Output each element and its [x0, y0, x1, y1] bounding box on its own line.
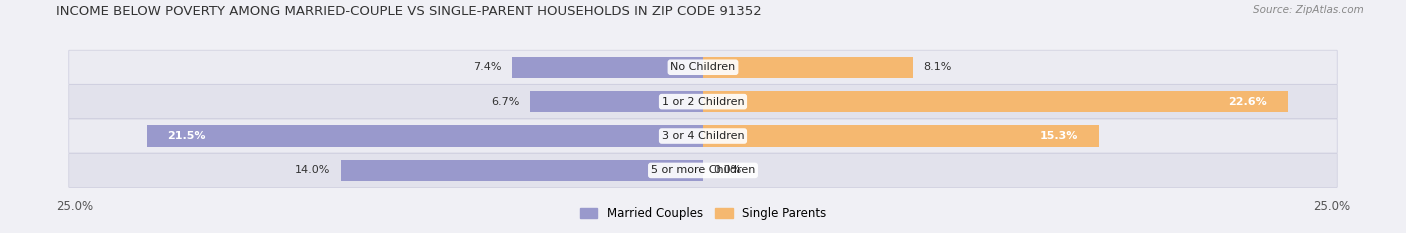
Bar: [340, 160, 703, 181]
Bar: [703, 91, 1288, 112]
FancyBboxPatch shape: [69, 85, 1337, 119]
Text: 15.3%: 15.3%: [1040, 131, 1078, 141]
Bar: [703, 57, 912, 78]
Text: 8.1%: 8.1%: [922, 62, 952, 72]
Text: No Children: No Children: [671, 62, 735, 72]
FancyBboxPatch shape: [69, 119, 1337, 153]
Text: Source: ZipAtlas.com: Source: ZipAtlas.com: [1253, 5, 1364, 15]
FancyBboxPatch shape: [69, 50, 1337, 84]
Text: 14.0%: 14.0%: [295, 165, 330, 175]
Bar: [530, 91, 703, 112]
Text: 0.0%: 0.0%: [713, 165, 741, 175]
Text: 6.7%: 6.7%: [491, 97, 519, 107]
Text: 3 or 4 Children: 3 or 4 Children: [662, 131, 744, 141]
Legend: Married Couples, Single Parents: Married Couples, Single Parents: [575, 202, 831, 225]
Text: 7.4%: 7.4%: [472, 62, 501, 72]
Bar: [703, 125, 1099, 147]
Text: 21.5%: 21.5%: [167, 131, 207, 141]
FancyBboxPatch shape: [69, 153, 1337, 187]
Bar: [146, 125, 703, 147]
Text: 5 or more Children: 5 or more Children: [651, 165, 755, 175]
Text: INCOME BELOW POVERTY AMONG MARRIED-COUPLE VS SINGLE-PARENT HOUSEHOLDS IN ZIP COD: INCOME BELOW POVERTY AMONG MARRIED-COUPL…: [56, 5, 762, 18]
Text: 22.6%: 22.6%: [1229, 97, 1267, 107]
Text: 25.0%: 25.0%: [1313, 200, 1350, 213]
Text: 25.0%: 25.0%: [56, 200, 93, 213]
Text: 1 or 2 Children: 1 or 2 Children: [662, 97, 744, 107]
Bar: [512, 57, 703, 78]
